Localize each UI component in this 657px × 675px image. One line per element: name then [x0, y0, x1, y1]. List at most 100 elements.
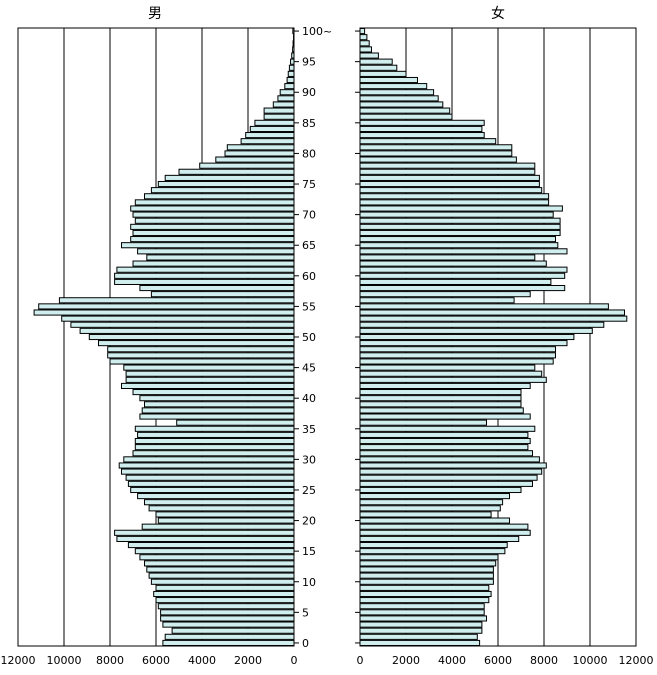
male-bar-age-20: [157, 517, 295, 524]
female-bar-age-80: [359, 150, 513, 157]
female-bar-age-83: [359, 132, 485, 139]
female-x-tick-label: 2000: [392, 654, 420, 667]
male-bar-age-83: [245, 132, 295, 139]
female-bar-age-94: [359, 64, 398, 71]
female-bar-age-47: [359, 352, 556, 359]
female-bar-age-54: [359, 309, 625, 316]
male-bar-age-60: [114, 272, 295, 279]
female-bar-age-72: [359, 199, 550, 206]
female-bar-age-59: [359, 278, 552, 285]
male-bar-age-44: [125, 370, 295, 377]
female-bar-age-86: [359, 113, 453, 120]
female-bar-age-43: [359, 376, 547, 383]
female-bar-age-36: [359, 419, 487, 426]
male-bar-age-31: [132, 450, 295, 457]
female-bar-age-2: [359, 627, 483, 634]
male-bar-age-71: [130, 205, 295, 212]
female-bar-age-93: [359, 70, 407, 77]
female-bar-age-84: [359, 125, 483, 133]
female-bar-age-71: [359, 205, 563, 212]
male-bar-age-39: [144, 401, 295, 408]
female-bar-age-33: [359, 437, 531, 445]
male-bar-age-2: [171, 627, 295, 634]
female-bar-age-95: [359, 58, 393, 65]
female-bar-age-98: [359, 40, 370, 47]
male-bar-age-22: [148, 505, 295, 512]
female-bar-age-11: [359, 572, 494, 579]
male-bar-age-80: [224, 150, 295, 157]
male-bar-age-23: [144, 499, 295, 506]
female-bar-age-62: [359, 260, 547, 267]
male-bar-age-0: [162, 639, 295, 646]
male-bar-age-4: [160, 615, 295, 622]
female-bar-age-22: [359, 505, 501, 512]
female-bar-age-58: [359, 284, 566, 292]
age-tick-label: 90: [302, 86, 316, 99]
male-bar-age-26: [127, 480, 295, 487]
male-bar-age-7: [155, 597, 295, 604]
male-bar-age-19: [141, 523, 295, 530]
age-tick-label: 30: [302, 453, 316, 466]
female-bar-age-28: [359, 468, 543, 475]
female-bar-age-19: [359, 523, 529, 530]
male-bar-age-70: [132, 211, 295, 218]
male-bar-age-76: [164, 174, 295, 181]
female-bar-age-56: [359, 297, 515, 304]
male-bar-age-66: [130, 236, 295, 243]
female-x-tick-label: 6000: [484, 654, 512, 667]
age-tick-label: 35: [302, 423, 316, 436]
age-tick-label: 75: [302, 178, 316, 191]
male-bar-age-34: [137, 431, 295, 438]
male-bar-age-38: [141, 407, 295, 414]
male-panel-title: 男: [148, 6, 162, 22]
female-bar-age-37: [359, 413, 531, 420]
male-bar-age-27: [125, 474, 295, 481]
female-bar-age-73: [359, 193, 550, 200]
male-bar-age-68: [130, 223, 295, 230]
male-bar-age-85: [254, 119, 295, 126]
female-bar-age-88: [359, 101, 444, 108]
male-bar-age-97: [292, 46, 295, 53]
male-bar-age-35: [134, 425, 295, 432]
male-bar-age-57: [150, 291, 295, 298]
female-bar-age-17: [359, 535, 520, 542]
age-tick-label: 100~: [302, 25, 332, 38]
age-tick-label: 95: [302, 56, 316, 69]
male-bar-age-8: [153, 590, 295, 598]
female-bar-age-1: [359, 633, 478, 640]
male-bar-age-24: [137, 493, 295, 500]
female-bar-age-89: [359, 95, 439, 102]
male-bar-age-25: [130, 486, 295, 494]
male-bar-age-32: [134, 444, 295, 451]
male-bar-age-14: [139, 554, 295, 561]
female-bar-age-78: [359, 162, 536, 169]
age-tick-label: 15: [302, 545, 316, 558]
age-tick-label: 0: [302, 637, 309, 650]
female-bar-age-45: [359, 364, 536, 371]
male-bar-age-88: [272, 101, 295, 108]
male-bar-age-58: [139, 284, 295, 292]
female-bar-age-27: [359, 474, 538, 481]
female-bar-age-82: [359, 138, 497, 145]
male-bar-age-47: [107, 352, 295, 359]
male-bar-age-59: [114, 278, 295, 285]
male-x-tick-label: 6000: [142, 654, 170, 667]
male-bar-age-82: [240, 138, 295, 145]
age-tick-label: 55: [302, 300, 316, 313]
age-tick-label: 25: [302, 484, 316, 497]
age-tick-label: 50: [302, 331, 316, 344]
male-bar-age-28: [121, 468, 295, 475]
female-bar-age-48: [359, 346, 556, 353]
female-bar-age-76: [359, 174, 540, 181]
male-panel: 12000 10000 8000 6000 4000 2000 0: [1, 27, 298, 667]
female-bar-age-79: [359, 156, 517, 163]
female-bar-age-77: [359, 168, 536, 175]
female-bar-age-3: [359, 621, 483, 628]
male-bar-age-62: [132, 260, 295, 267]
female-bar-age-13: [359, 560, 497, 567]
female-bar-age-40: [359, 395, 522, 402]
male-bar-age-40: [139, 395, 295, 402]
female-panel-title: 女: [491, 5, 505, 22]
male-bar-age-92: [286, 76, 295, 84]
male-x-tick-label: 2000: [234, 654, 262, 667]
